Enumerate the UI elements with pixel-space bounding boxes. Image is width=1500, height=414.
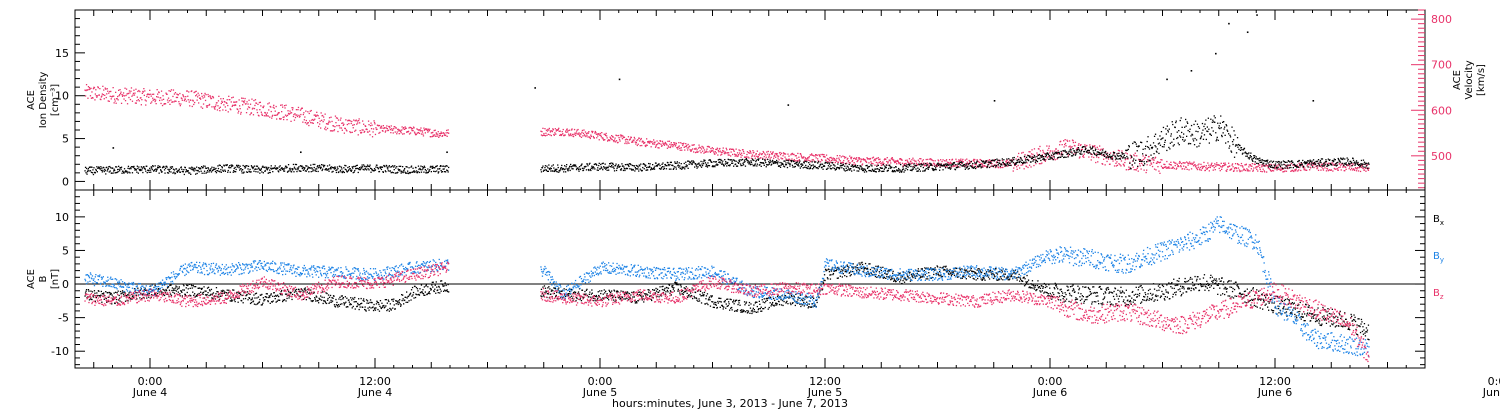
bottom-axis-label: ACE	[26, 269, 37, 289]
density-spike-point	[1166, 79, 1168, 81]
x-tick-day-label: June 4	[357, 386, 392, 399]
top-right-ytick-label: 800	[1431, 13, 1452, 26]
bottom-ytick-label: 0	[62, 278, 69, 291]
top-right-axis-label: [km/s]	[1476, 64, 1487, 96]
top-right-ytick-label: 500	[1431, 150, 1452, 163]
density-spike-point	[1256, 14, 1258, 16]
density-spike-point	[1247, 31, 1249, 33]
density-spike-point	[1228, 23, 1230, 25]
density-spike-point	[534, 87, 536, 89]
bottom-panel-frame	[75, 190, 1425, 368]
top-left-axis-label: ACE	[26, 90, 37, 110]
top-left-ytick-label: 0	[62, 175, 69, 188]
top-right-axis-label: ACE	[1452, 70, 1463, 90]
top-right-ytick-label: 600	[1431, 104, 1452, 117]
b-series-points-bz	[84, 262, 1369, 362]
bottom-ytick-label: -5	[58, 312, 69, 325]
bottom-axis-label: [nT]	[50, 269, 61, 289]
x-tick-day-label: June 6	[1032, 386, 1067, 399]
top-left-axis-label: Ion Density	[38, 72, 49, 129]
bottom-ytick-label: 5	[62, 244, 69, 257]
density-spike-point	[788, 104, 790, 106]
density-spike-point	[1191, 70, 1193, 72]
b-series-points-by	[84, 216, 1369, 357]
density-spike-point	[300, 151, 302, 153]
density-spike-point	[1313, 100, 1315, 102]
density-spike-point	[1215, 53, 1217, 55]
density-spike-point	[446, 151, 448, 153]
legend-entry-bz: Bz	[1433, 288, 1444, 301]
x-tick-day-label: June 4	[132, 386, 167, 399]
top-left-ytick-label: 5	[62, 133, 69, 146]
bottom-ytick-label: 10	[55, 211, 69, 224]
legend-entry-bx: Bx	[1433, 214, 1444, 227]
x-tick-day-label: June 6	[1257, 386, 1292, 399]
top-right-ytick-label: 700	[1431, 59, 1452, 72]
top-left-ytick-label: 15	[55, 47, 69, 60]
density-spike-point	[994, 100, 996, 102]
density-spike-point	[113, 147, 115, 149]
x-axis-label: hours:minutes, June 3, 2013 - June 7, 20…	[612, 397, 848, 410]
bottom-ytick-label: -10	[51, 345, 69, 358]
top-left-axis-label: [cm⁻³]	[50, 84, 61, 116]
density-spike-point	[619, 79, 621, 81]
legend-entry-by: By	[1433, 251, 1444, 264]
bottom-axis-label: B	[38, 275, 49, 282]
top-right-axis-label: Velocity	[1464, 60, 1475, 99]
velocity-series-points	[84, 84, 1369, 174]
x-tick-day-label: June 7	[1482, 386, 1500, 399]
density-series-points	[84, 115, 1369, 175]
